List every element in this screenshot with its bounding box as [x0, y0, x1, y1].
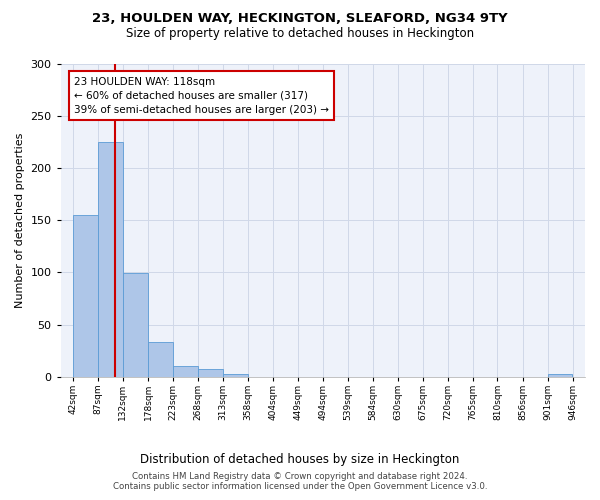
Text: Contains HM Land Registry data © Crown copyright and database right 2024.: Contains HM Land Registry data © Crown c…: [132, 472, 468, 481]
Y-axis label: Number of detached properties: Number of detached properties: [15, 132, 25, 308]
Bar: [148, 342, 173, 376]
Text: Size of property relative to detached houses in Heckington: Size of property relative to detached ho…: [126, 28, 474, 40]
Text: Contains public sector information licensed under the Open Government Licence v3: Contains public sector information licen…: [113, 482, 487, 491]
Bar: [173, 366, 198, 376]
Bar: [548, 374, 572, 376]
Bar: [223, 374, 248, 376]
Text: 23 HOULDEN WAY: 118sqm
← 60% of detached houses are smaller (317)
39% of semi-de: 23 HOULDEN WAY: 118sqm ← 60% of detached…: [74, 76, 329, 114]
Text: Distribution of detached houses by size in Heckington: Distribution of detached houses by size …: [140, 452, 460, 466]
Bar: [123, 274, 148, 376]
Text: 23, HOULDEN WAY, HECKINGTON, SLEAFORD, NG34 9TY: 23, HOULDEN WAY, HECKINGTON, SLEAFORD, N…: [92, 12, 508, 26]
Bar: [98, 142, 123, 376]
Bar: [73, 215, 98, 376]
Bar: [198, 370, 223, 376]
